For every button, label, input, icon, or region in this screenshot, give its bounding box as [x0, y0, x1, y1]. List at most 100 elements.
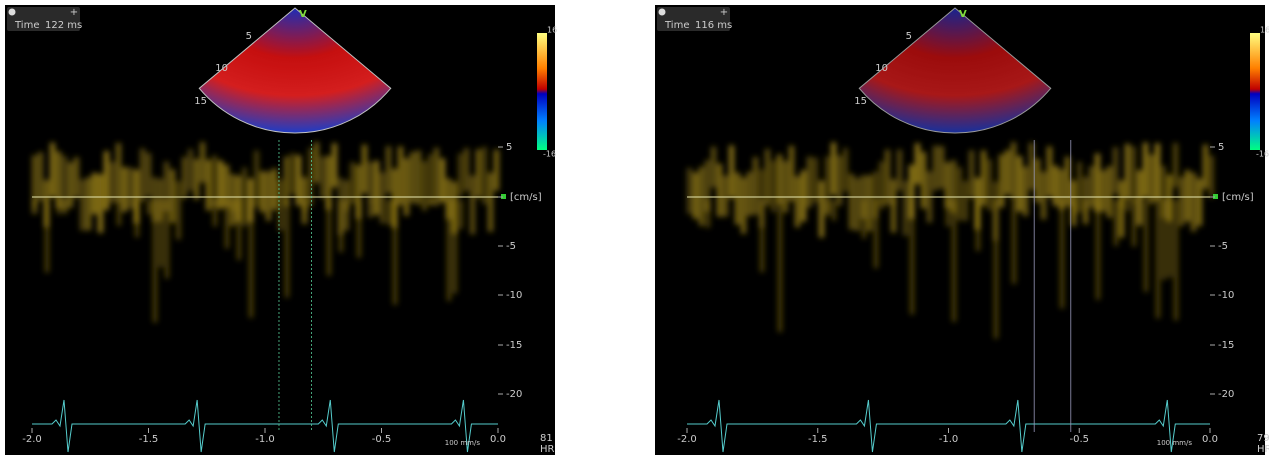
- spectrum-column: [92, 172, 97, 215]
- spectrum-column: [693, 172, 698, 219]
- spectrum-column: [110, 161, 115, 204]
- spectrum-dip: [237, 200, 241, 260]
- spectrum-column: [410, 152, 415, 204]
- spectrum-column: [224, 164, 229, 208]
- sweep-speed: 100 mm/s: [445, 439, 481, 447]
- spectrum-dip: [976, 200, 980, 251]
- sector-depth: 5: [246, 31, 252, 42]
- spectrum-column: [1005, 150, 1010, 195]
- spectrum-dip: [147, 200, 151, 215]
- spectrum-column: [813, 157, 818, 203]
- x-tick-label: -2.0: [677, 434, 697, 445]
- spectrum-column: [885, 149, 890, 205]
- spectrum-column: [951, 160, 956, 214]
- spectrum-column: [1143, 142, 1148, 198]
- spectrum-dip: [832, 200, 836, 221]
- spectrum-column: [819, 180, 824, 238]
- spectrum-column: [482, 146, 487, 205]
- time-plus: +: [720, 7, 728, 18]
- spectrum-column: [831, 142, 836, 196]
- time-value: 122 ms: [45, 20, 82, 31]
- spectrum-dip: [994, 200, 998, 339]
- spectrum-dip: [1156, 200, 1160, 319]
- y-tick-label: -20: [1218, 389, 1234, 400]
- spectrum-dip: [1060, 200, 1064, 309]
- spectrum-column: [206, 159, 211, 211]
- spectrum-column: [200, 142, 205, 183]
- spectrum-column: [446, 178, 451, 220]
- spectrum-column: [128, 167, 133, 209]
- spectrum-dip: [952, 200, 956, 322]
- spectrum-dip: [249, 200, 253, 318]
- spectrum-column: [290, 153, 295, 195]
- x-tick-label: -1.5: [808, 434, 828, 445]
- sector-depth: 10: [215, 63, 228, 74]
- spectrum-column: [1023, 166, 1028, 217]
- spectrum-column: [440, 158, 445, 203]
- hr-label: HR: [540, 444, 555, 455]
- spectrum-column: [729, 145, 734, 199]
- spectrum-column: [1107, 166, 1112, 218]
- spectrum-column: [903, 180, 908, 236]
- spectrum-dip: [778, 200, 782, 333]
- spectrum-column: [122, 167, 127, 212]
- spectrum-dip: [910, 200, 914, 315]
- spectrum-dip: [1114, 200, 1118, 246]
- time-icon: [658, 8, 666, 16]
- spectrum-column: [1191, 172, 1196, 232]
- spectrum-dip: [57, 200, 61, 215]
- colorbar-min: -16: [1256, 150, 1269, 159]
- spectrum-column: [434, 147, 439, 206]
- colorbar-max: 16: [547, 26, 557, 35]
- spectrum-column: [1035, 158, 1040, 203]
- spectrum-dip: [393, 200, 397, 305]
- spectrum-dip: [231, 200, 235, 212]
- spectrum-column: [849, 173, 854, 230]
- spectrum-column: [212, 155, 217, 207]
- baseline-marker: [1213, 194, 1218, 199]
- spectrum-dip: [327, 200, 331, 276]
- spectrum-column: [909, 164, 914, 220]
- spectrum-column: [969, 150, 974, 199]
- spectrum-column: [1149, 154, 1154, 204]
- y-tick-label: -5: [1218, 241, 1228, 252]
- baseline-marker: [501, 194, 506, 199]
- spectrum-column: [1155, 143, 1160, 201]
- colorbar-min: -16: [543, 150, 556, 159]
- spectrum-column: [362, 144, 367, 194]
- ecg-trace: [687, 399, 1210, 453]
- spectrum-dip: [141, 200, 145, 202]
- spectrum-column: [759, 169, 764, 228]
- spectrum-column: [170, 169, 175, 223]
- spectrum-column: [765, 149, 770, 206]
- spectrum-column: [771, 160, 776, 212]
- spectrum-column: [1101, 170, 1106, 212]
- spectrum-dip: [1120, 200, 1124, 208]
- spectrum-column: [843, 148, 848, 192]
- spectrum-dip: [369, 200, 373, 202]
- y-tick-label: -10: [1218, 290, 1234, 301]
- spectrum-dip: [1126, 200, 1130, 211]
- time-box: [657, 7, 730, 31]
- spectrum-dip: [339, 200, 343, 253]
- spectrum-column: [380, 172, 385, 224]
- spectrum-column: [855, 177, 860, 231]
- y-tick-label: -5: [506, 241, 516, 252]
- spectrum-column: [897, 149, 902, 191]
- spectrum-column: [1203, 144, 1208, 189]
- spectrum-column: [374, 160, 379, 216]
- spectrum-column: [711, 146, 716, 188]
- y-tick-label: -20: [506, 389, 522, 400]
- spectrum-dip: [1000, 200, 1004, 205]
- spectrum-dip: [429, 200, 433, 206]
- spectrum-dip: [135, 200, 139, 238]
- spectrum-column: [1077, 161, 1082, 213]
- spectrum-column: [164, 161, 169, 212]
- time-label: Time: [14, 20, 39, 31]
- spectrum-column: [789, 145, 794, 202]
- spectrum-dip: [63, 200, 67, 215]
- sector-depth: 5: [906, 31, 912, 42]
- spectrum-column: [1059, 169, 1064, 210]
- spectrum-column: [735, 172, 740, 225]
